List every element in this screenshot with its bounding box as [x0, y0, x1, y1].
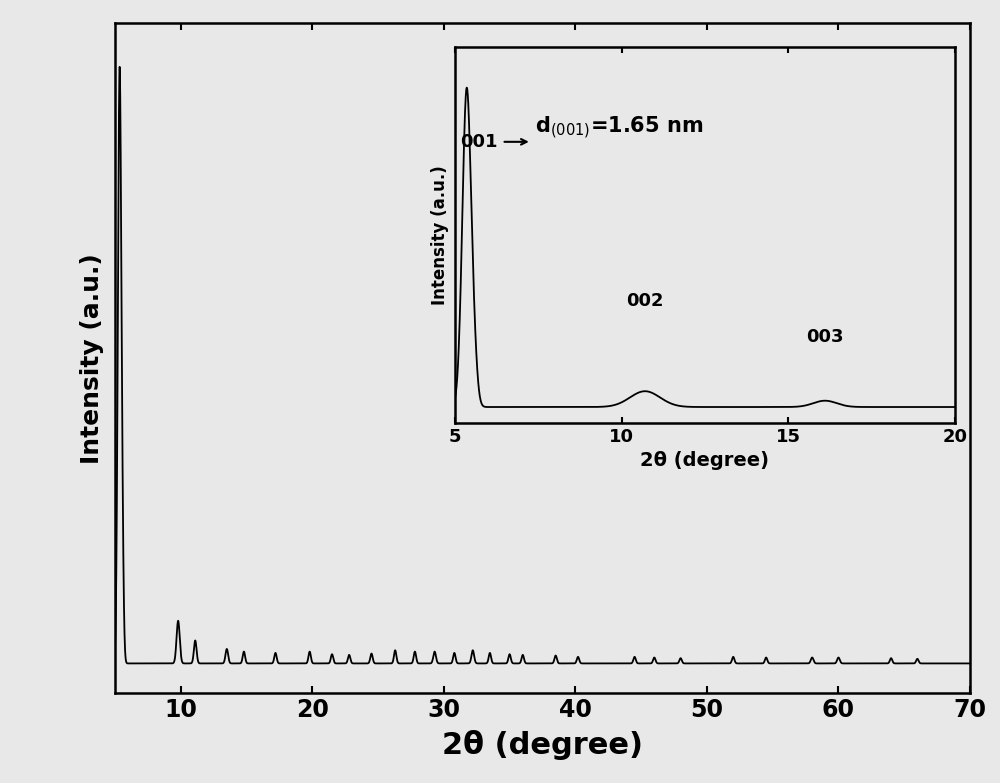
Text: 003: 003 [806, 327, 844, 345]
Y-axis label: Intensity (a.u.): Intensity (a.u.) [431, 165, 449, 305]
X-axis label: 2θ (degree): 2θ (degree) [640, 451, 770, 471]
Text: d$_{(001)}$=1.65 nm: d$_{(001)}$=1.65 nm [535, 114, 703, 141]
Text: 002: 002 [626, 292, 664, 310]
Y-axis label: Intensity (a.u.): Intensity (a.u.) [80, 253, 104, 464]
Text: 001: 001 [460, 133, 498, 151]
X-axis label: 2θ (degree): 2θ (degree) [442, 731, 643, 760]
